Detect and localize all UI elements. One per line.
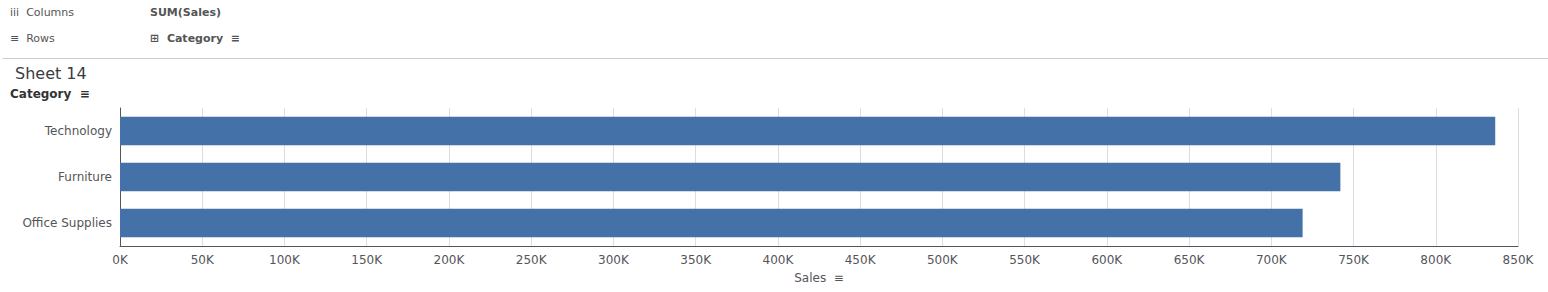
svg-text:850K: 850K <box>1503 253 1535 267</box>
svg-text:Sales ≡: Sales ≡ <box>794 271 844 285</box>
svg-text:100K: 100K <box>269 253 301 267</box>
svg-text:SUM(Sales): SUM(Sales) <box>150 6 221 19</box>
svg-text:Furniture: Furniture <box>58 170 112 184</box>
svg-text:250K: 250K <box>516 253 548 267</box>
svg-text:0K: 0K <box>112 253 129 267</box>
svg-text:800K: 800K <box>1420 253 1452 267</box>
svg-text:750K: 750K <box>1338 253 1370 267</box>
svg-text:Category ≡: Category ≡ <box>10 87 90 101</box>
svg-text:iii Columns: iii Columns <box>10 6 74 19</box>
svg-text:300K: 300K <box>598 253 630 267</box>
svg-text:400K: 400K <box>762 253 794 267</box>
svg-text:50K: 50K <box>191 253 215 267</box>
svg-text:600K: 600K <box>1091 253 1123 267</box>
svg-text:Technology: Technology <box>44 124 112 138</box>
svg-text:450K: 450K <box>845 253 877 267</box>
svg-text:650K: 650K <box>1174 253 1206 267</box>
svg-text:150K: 150K <box>351 253 383 267</box>
svg-text:200K: 200K <box>434 253 466 267</box>
svg-text:≡ Rows: ≡ Rows <box>10 32 55 45</box>
svg-text:⊞ Category ≡: ⊞ Category ≡ <box>150 32 240 45</box>
svg-text:500K: 500K <box>927 253 959 267</box>
svg-text:700K: 700K <box>1256 253 1288 267</box>
svg-text:350K: 350K <box>680 253 712 267</box>
svg-text:550K: 550K <box>1009 253 1041 267</box>
svg-text:Sheet 14: Sheet 14 <box>15 64 87 83</box>
svg-text:Office Supplies: Office Supplies <box>22 216 112 230</box>
